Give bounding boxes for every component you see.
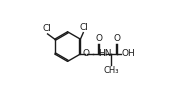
Text: O: O [82, 49, 90, 58]
Text: O: O [96, 34, 103, 43]
Text: Cl: Cl [79, 23, 88, 32]
Text: Cl: Cl [43, 24, 52, 33]
Text: O: O [113, 34, 120, 43]
Text: OH: OH [121, 49, 135, 58]
Text: HN: HN [98, 49, 112, 58]
Text: CH₃: CH₃ [103, 66, 119, 75]
